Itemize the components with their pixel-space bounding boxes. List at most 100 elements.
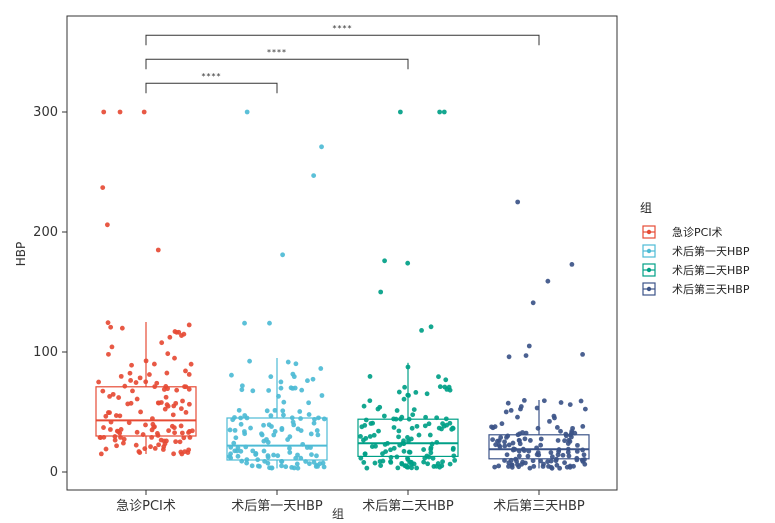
data-point	[321, 416, 327, 422]
data-point	[248, 425, 253, 431]
data-point	[530, 458, 536, 464]
data-point	[319, 144, 324, 150]
x-axis-title: 组	[332, 507, 344, 521]
data-point	[405, 364, 411, 370]
data-point	[526, 448, 532, 454]
bracket-line	[145, 82, 278, 94]
data-point	[516, 437, 522, 443]
data-point	[437, 384, 443, 390]
data-point	[165, 403, 171, 409]
data-point	[130, 388, 135, 394]
data-point	[98, 451, 104, 457]
data-point	[367, 434, 373, 439]
data-point	[512, 447, 518, 452]
data-point	[425, 461, 431, 467]
data-point	[172, 329, 178, 334]
x-tick-label: 术后第三天HBP	[493, 499, 585, 514]
data-point	[133, 380, 139, 385]
data-point	[152, 445, 158, 451]
data-point	[413, 389, 419, 395]
data-point	[310, 376, 316, 382]
data-point	[358, 455, 364, 461]
data-point	[378, 289, 384, 295]
data-point	[285, 359, 291, 365]
box-group	[488, 199, 590, 471]
data-point	[410, 412, 416, 418]
data-point	[383, 449, 389, 455]
data-point	[100, 388, 106, 394]
data-point	[563, 433, 569, 439]
data-point	[156, 442, 162, 448]
data-point	[580, 423, 586, 429]
data-point	[279, 458, 284, 464]
data-point	[562, 460, 567, 466]
data-point	[452, 457, 458, 463]
data-point	[434, 415, 440, 421]
data-point	[419, 328, 424, 333]
data-point	[271, 452, 276, 458]
legend-item: 术后第二天HBP	[642, 263, 750, 277]
data-point	[506, 354, 512, 360]
data-point	[266, 422, 272, 428]
data-point	[187, 435, 193, 440]
data-point	[520, 446, 526, 452]
legend-label: 术后第三天HBP	[672, 282, 750, 296]
data-point	[315, 432, 321, 438]
x-tick-label: 术后第一天HBP	[231, 499, 323, 514]
data-point	[265, 460, 271, 466]
data-point	[406, 392, 411, 398]
data-point	[266, 388, 272, 393]
data-point	[321, 464, 327, 470]
data-point	[117, 109, 123, 115]
data-point	[377, 404, 383, 410]
significance-bracket: ****	[145, 24, 540, 46]
data-point	[396, 428, 402, 434]
data-point	[395, 465, 401, 471]
data-point	[534, 405, 540, 411]
x-tick-label: 术后第二天HBP	[362, 499, 454, 514]
data-point	[143, 422, 148, 428]
data-point	[140, 432, 146, 437]
data-point	[450, 445, 456, 451]
data-point	[362, 422, 368, 428]
data-point	[441, 423, 447, 429]
data-point	[562, 438, 567, 444]
data-point	[406, 416, 412, 422]
data-point	[272, 428, 278, 434]
data-point	[427, 432, 433, 438]
data-point	[516, 448, 522, 454]
data-point	[107, 410, 112, 416]
data-point	[496, 463, 502, 469]
data-point	[147, 372, 152, 377]
data-point	[155, 431, 160, 436]
data-point	[125, 401, 131, 407]
data-point	[287, 450, 293, 455]
data-point	[527, 438, 533, 443]
data-point	[516, 453, 522, 459]
data-point	[443, 416, 449, 422]
data-point	[421, 459, 427, 465]
data-point	[238, 448, 244, 454]
box-group	[95, 109, 197, 457]
data-point	[155, 400, 161, 406]
data-point	[369, 444, 375, 449]
data-point	[244, 415, 250, 421]
data-point	[306, 412, 312, 417]
data-point	[112, 437, 118, 443]
data-point	[414, 465, 420, 471]
data-point	[503, 409, 509, 415]
plot-area: 0 100 200 300 急诊PCI术 术后第一天HBP 术后第二天HBP 术后第三天HBP…	[33, 15, 618, 514]
data-point	[261, 448, 267, 454]
data-point	[235, 453, 241, 459]
data-point	[114, 428, 120, 434]
data-point	[408, 436, 414, 442]
data-point	[314, 428, 320, 433]
data-point	[551, 413, 557, 419]
data-point	[388, 459, 394, 465]
y-axis-title: HBP	[14, 242, 28, 267]
data-point	[548, 450, 554, 455]
data-point	[275, 453, 281, 459]
y-tick-label: 300	[33, 105, 58, 120]
data-point	[100, 185, 106, 191]
data-point	[269, 465, 274, 471]
